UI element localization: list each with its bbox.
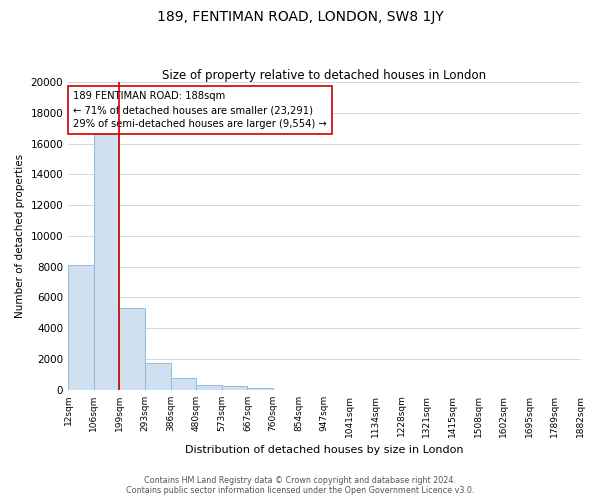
Text: 189, FENTIMAN ROAD, LONDON, SW8 1JY: 189, FENTIMAN ROAD, LONDON, SW8 1JY — [157, 10, 443, 24]
Y-axis label: Number of detached properties: Number of detached properties — [15, 154, 25, 318]
Bar — [170, 378, 196, 390]
Bar — [68, 265, 94, 390]
Bar — [119, 308, 145, 390]
Text: Contains HM Land Registry data © Crown copyright and database right 2024.
Contai: Contains HM Land Registry data © Crown c… — [126, 476, 474, 495]
Bar — [196, 385, 222, 390]
Bar — [145, 363, 170, 390]
Bar — [222, 386, 247, 390]
Bar — [94, 134, 119, 390]
Title: Size of property relative to detached houses in London: Size of property relative to detached ho… — [162, 69, 487, 82]
X-axis label: Distribution of detached houses by size in London: Distribution of detached houses by size … — [185, 445, 464, 455]
Text: 189 FENTIMAN ROAD: 188sqm
← 71% of detached houses are smaller (23,291)
29% of s: 189 FENTIMAN ROAD: 188sqm ← 71% of detac… — [73, 91, 327, 129]
Bar — [247, 388, 273, 390]
